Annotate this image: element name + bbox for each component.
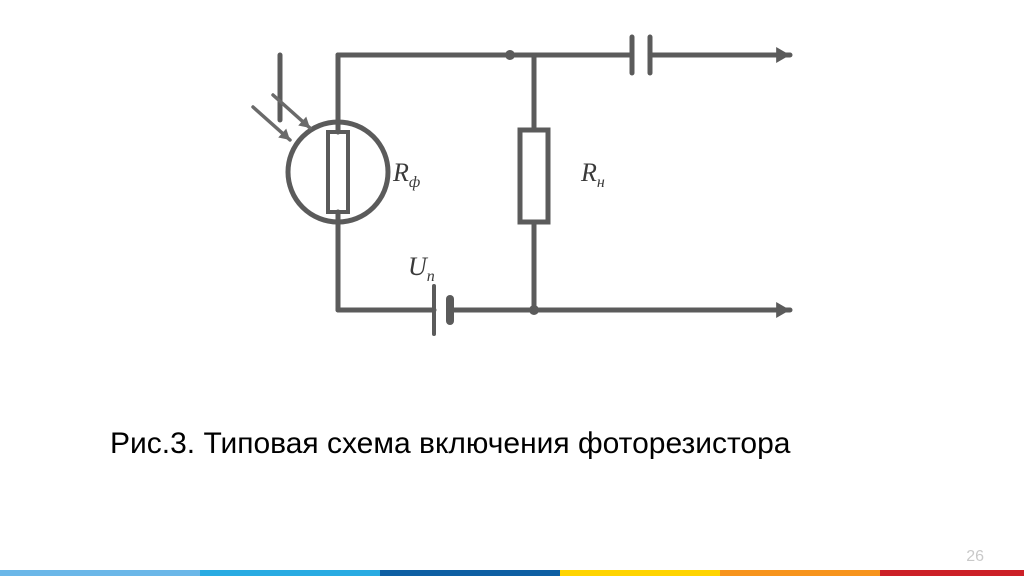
decorative-color-bar [0,570,1024,576]
figure-caption: Рис.3. Типовая схема включения фоторезис… [110,425,810,463]
schematic-label: Rн [581,158,605,192]
page-number: 26 [966,548,984,566]
schematic-label: Un [408,252,435,286]
circuit-diagram [0,0,1024,576]
schematic-label: Rф [393,158,420,192]
